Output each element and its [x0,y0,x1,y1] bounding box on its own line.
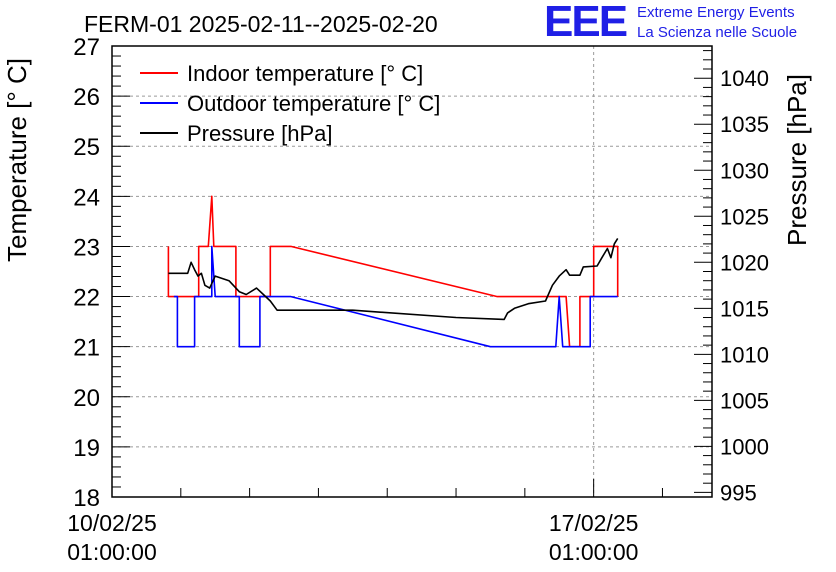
axes: 18 19 20 21 22 23 24 25 26 27 995 1000 1005 1010 1015 1… [67,34,769,565]
y-tick-label: 19 [73,435,100,462]
y2-tick-label: 1010 [720,342,769,367]
chart-title: FERM-01 2025-02-11--2025-02-20 [84,11,438,37]
series-line-0 [167,195,619,348]
y2-tick-label: 1035 [720,112,769,137]
y2-tick-label: 995 [720,480,757,505]
y-tick-label: 20 [73,385,100,412]
y-tick-label: 26 [73,84,100,111]
y-axis-label: Temperature [° C] [2,58,32,262]
y-tick-label: 23 [73,234,100,261]
logo-line-2: La Scienza nelle Scuole [637,24,798,41]
series-line-1 [173,245,618,348]
legend-label: Outdoor temperature [° C] [187,91,440,116]
y2-tick-label: 1030 [720,158,769,183]
logo-line-1: Extreme Energy Events [637,4,795,21]
y2-tick-label: 1000 [720,434,769,459]
logo-mark: EEE [544,0,628,46]
x-tick-label: 01:00:00 [67,539,157,565]
series-line-2 [168,237,619,321]
y-tick-label: 22 [73,285,100,312]
y2-axis-label: Pressure [hPa] [782,74,812,246]
legend-label: Pressure [hPa] [187,121,333,146]
y-tick-label: 24 [73,184,100,211]
series-lines [167,195,619,348]
x-tick-label: 01:00:00 [549,539,639,565]
y-tick-label: 18 [73,485,100,512]
y2-tick-label: 1015 [720,296,769,321]
x-tick-label: 10/02/25 [67,510,157,536]
y2-tick-label: 1040 [720,66,769,91]
y-tick-label: 27 [73,34,100,61]
x-tick-label: 17/02/25 [549,510,639,536]
y-tick-label: 21 [73,335,100,362]
legend: Indoor temperature [° C] Outdoor temperat… [140,61,440,146]
y-tick-label: 25 [73,134,100,161]
y2-tick-label: 1020 [720,250,769,275]
y2-tick-label: 1025 [720,204,769,229]
y2-tick-label: 1005 [720,388,769,413]
eee-logo: EEE Extreme Energy Events La Scienza nel… [544,0,836,46]
legend-label: Indoor temperature [° C] [187,61,423,86]
